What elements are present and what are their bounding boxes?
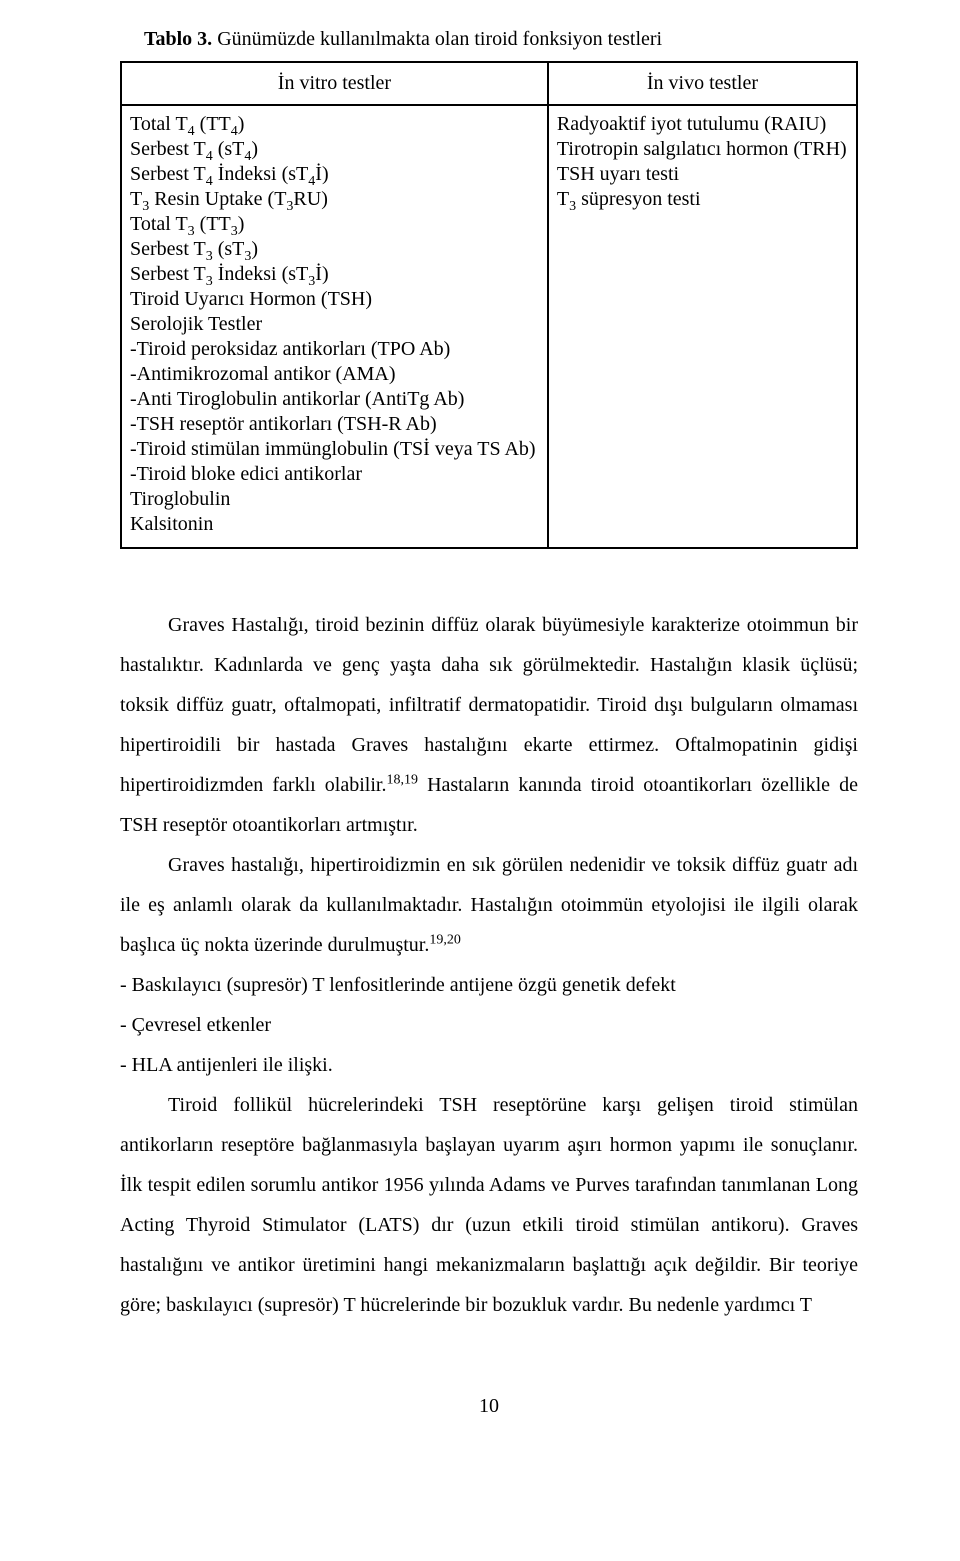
test-item: Total T4 (TT4) (130, 112, 539, 137)
invitro-list: Total T4 (TT4)Serbest T4 (sT4)Serbest T4… (130, 112, 539, 537)
test-item: T3 Resin Uptake (T3RU) (130, 187, 539, 212)
test-item: -Antimikrozomal antikor (AMA) (130, 362, 539, 387)
table-body-row: Total T4 (TT4)Serbest T4 (sT4)Serbest T4… (121, 105, 857, 548)
test-item: -Tiroid bloke edici antikorlar (130, 462, 539, 487)
test-item: Serbest T3 (sT3) (130, 237, 539, 262)
col-header-invitro: İn vitro testler (121, 62, 548, 105)
test-item: -Anti Tiroglobulin antikorlar (AntiTg Ab… (130, 387, 539, 412)
cell-invitro: Total T4 (TT4)Serbest T4 (sT4)Serbest T4… (121, 105, 548, 548)
test-item: Kalsitonin (130, 512, 539, 537)
table-header-row: İn vitro testler İn vivo testler (121, 62, 857, 105)
test-item: -TSH reseptör antikorları (TSH-R Ab) (130, 412, 539, 437)
list-item: - HLA antijenleri ile ilişki. (120, 1045, 858, 1085)
test-item: -Tiroid stimülan immünglobulin (TSİ veya… (130, 437, 539, 462)
list-item: - Baskılayıcı (supresör) T lenfositlerin… (120, 965, 858, 1005)
paragraph: Graves hastalığı, hipertiroidizmin en sı… (120, 845, 858, 965)
test-item: Tirotropin salgılatıcı hormon (TRH) (557, 137, 848, 162)
table-caption: Tablo 3. Günümüzde kullanılmakta olan ti… (144, 28, 858, 51)
table-caption-text: Günümüzde kullanılmakta olan tiroid fonk… (212, 28, 662, 50)
test-item: Radyoaktif iyot tutulumu (RAIU) (557, 112, 848, 137)
paragraph: Tiroid follikül hücrelerindeki TSH resep… (120, 1085, 858, 1325)
test-item: Tiroid Uyarıcı Hormon (TSH) (130, 287, 539, 312)
test-item: Serolojik Testler (130, 312, 539, 337)
page-number: 10 (120, 1395, 858, 1418)
test-item: -Tiroid peroksidaz antikorları (TPO Ab) (130, 337, 539, 362)
list-item: - Çevresel etkenler (120, 1005, 858, 1045)
paragraph: Graves Hastalığı, tiroid bezinin diffüz … (120, 605, 858, 845)
cell-invivo: Radyoaktif iyot tutulumu (RAIU)Tirotropi… (548, 105, 857, 548)
test-item: Serbest T4 (sT4) (130, 137, 539, 162)
table-label: Tablo 3. (144, 28, 212, 50)
test-item: Serbest T4 İndeksi (sT4İ) (130, 162, 539, 187)
tests-table: İn vitro testler İn vivo testler Total T… (120, 61, 858, 549)
invivo-list: Radyoaktif iyot tutulumu (RAIU)Tirotropi… (557, 112, 848, 212)
test-item: Tiroglobulin (130, 487, 539, 512)
test-item: Serbest T3 İndeksi (sT3İ) (130, 262, 539, 287)
test-item: Total T3 (TT3) (130, 212, 539, 237)
col-header-invivo: İn vivo testler (548, 62, 857, 105)
test-item: T3 süpresyon testi (557, 187, 848, 212)
body-text: Graves Hastalığı, tiroid bezinin diffüz … (120, 605, 858, 1325)
page: Tablo 3. Günümüzde kullanılmakta olan ti… (0, 0, 960, 1458)
test-item: TSH uyarı testi (557, 162, 848, 187)
